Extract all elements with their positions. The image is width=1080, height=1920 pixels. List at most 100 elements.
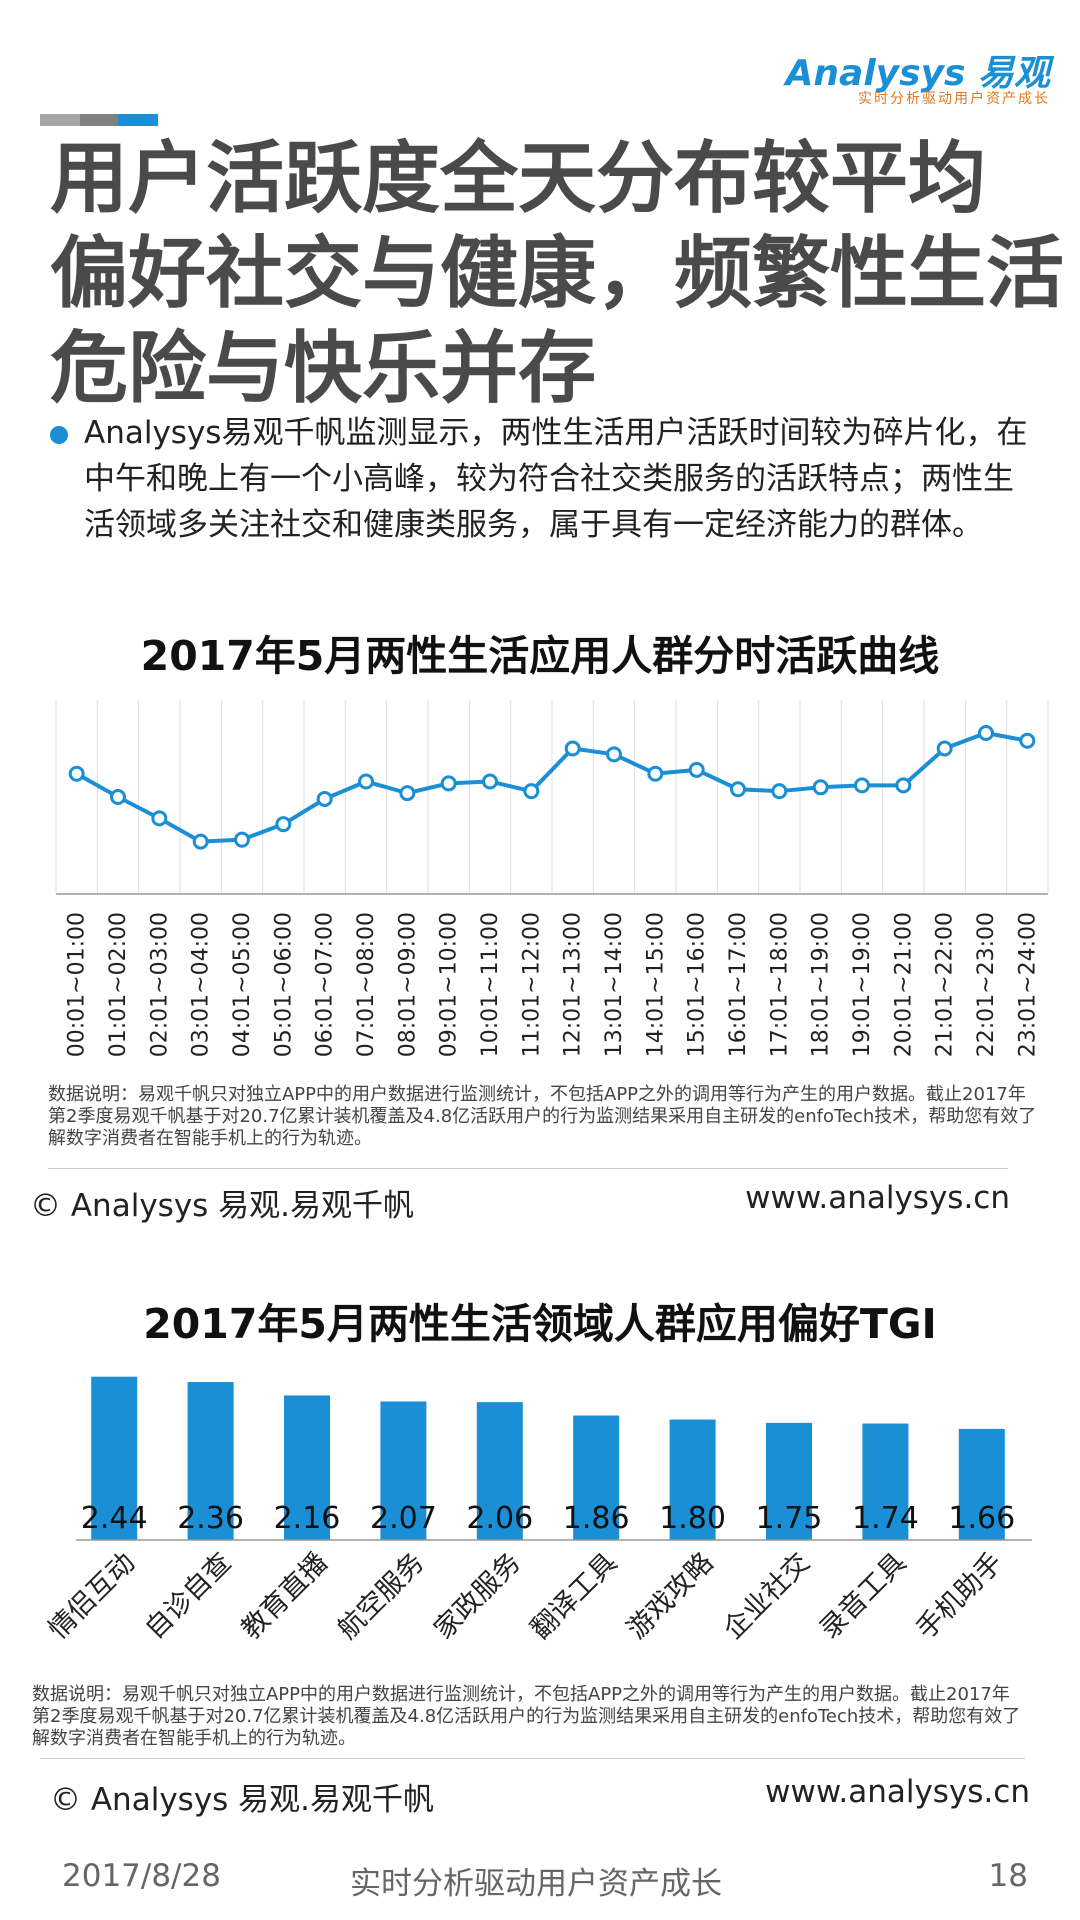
x-tick-label: 06:01~07:00 [313,912,338,1057]
bullet-icon [50,426,68,444]
category-label: 游戏攻略 [621,1547,719,1645]
category-label: 教育直播 [236,1547,334,1645]
data-point [316,790,333,807]
accent-bar-blue [118,114,158,126]
bar-value-label: 1.86 [563,1501,630,1536]
bar-value-label: 2.07 [370,1501,437,1536]
bar-chart: 2.44 情侣互动 2.36 自诊自查 2.16 教育直播 2.07 航空服务 2.06 家政服务… [43,1376,1032,1645]
x-tick-label: 03:01~04:00 [189,912,214,1057]
data-point [68,765,85,782]
data-point [523,783,540,800]
chart2-data-note: 数据说明：易观千帆只对独立APP中的用户数据进行监测统计，不包括APP之外的调用… [32,1684,1021,1749]
title-accent-bars [40,114,158,126]
category-label: 自诊自查 [139,1547,237,1645]
category-label: 企业社交 [718,1547,816,1645]
data-point [936,740,953,757]
data-point [440,775,457,792]
bar-value-label: 2.36 [177,1501,244,1536]
x-tick-label: 09:01~10:00 [437,912,462,1057]
category-label: 手机助手 [910,1547,1008,1645]
data-point [812,779,829,796]
accent-bar-light [40,114,80,126]
data-point [771,783,788,800]
data-point [688,761,705,778]
tgi-bar [187,1382,234,1540]
tgi-bar [91,1376,138,1540]
copyright-left-1: © Analysys 易观.易观千帆 [30,1188,415,1224]
data-point [234,831,250,848]
category-label: 航空服务 [332,1547,430,1645]
bar-chart-title: 2017年5月两性生活领域人群应用偏好TGI [143,1300,937,1348]
data-point [978,724,994,741]
x-tick-label: 12:01~13:00 [561,912,586,1057]
category-label: 情侣互动 [43,1547,141,1645]
data-point [730,781,746,798]
x-tick-label: 19:01~19:00 [850,912,875,1057]
x-tick-label: 23:01~24:00 [1015,912,1040,1057]
data-point [1019,732,1036,749]
data-point [192,833,209,850]
copyright-left-2: © Analysys 易观.易观千帆 [50,1782,435,1818]
x-tick-label: 08:01~09:00 [395,912,420,1057]
bar-value-label: 1.80 [659,1501,726,1536]
footer-date: 2017/8/28 [62,1858,221,1894]
title-line-2: 偏好社交与健康，频繁性生活 [50,229,1065,319]
category-label: 家政服务 [428,1547,526,1645]
x-tick-label: 11:01~12:00 [519,912,544,1057]
x-tick-label: 00:01~01:00 [65,912,90,1057]
data-point [151,810,168,827]
separator-2 [40,1758,1025,1759]
x-tick-label: 16:01~17:00 [726,912,751,1057]
x-tick-label: 07:01~08:00 [354,912,379,1057]
x-tick-label: 04:01~05:00 [230,912,255,1057]
data-point [482,773,498,790]
footer-slogan: 实时分析驱动用户资产成长 [350,1866,722,1902]
data-point [564,740,581,757]
data-point [895,777,912,794]
x-tick-label: 20:01~21:00 [891,912,916,1057]
bar-value-label: 2.44 [81,1501,148,1536]
data-point [854,777,870,794]
category-label: 录音工具 [814,1547,912,1645]
x-tick-label: 18:01~19:00 [809,912,834,1057]
logo-text: Analysys 易观 [785,53,1050,94]
x-tick-label: 22:01~23:00 [974,912,999,1057]
line-chart-title: 2017年5月两性生活应用人群分时活跃曲线 [140,632,940,680]
title-line-3: 危险与快乐并存 [50,324,597,414]
tgi-bar [766,1422,812,1540]
tgi-bar [380,1401,427,1540]
title-line-1: 用户活跃度全天分布较平均 [50,134,987,224]
tgi-bar [573,1415,620,1540]
tgi-bar [284,1395,330,1540]
data-point [647,765,664,782]
intro-text: Analysys易观千帆监测显示，两性生活用户活跃时间较为碎片化，在中午和晚上有… [84,415,1028,543]
accent-bar-dark [80,114,118,126]
tgi-bar [476,1402,523,1540]
page-number: 18 [988,1858,1028,1894]
tgi-bar [669,1419,716,1540]
website-link-2[interactable]: www.analysys.cn [765,1774,1030,1810]
page-title: 用户活跃度全天分布较平均 偏好社交与健康，频繁性生活 危险与快乐并存 [50,132,1065,417]
bar-value-label: 1.74 [852,1501,919,1536]
tgi-bar [862,1423,909,1540]
separator-1 [48,1168,1008,1169]
bar-value-label: 2.16 [274,1501,341,1536]
bar-value-label: 1.66 [948,1501,1015,1536]
bar-value-label: 1.75 [756,1501,823,1536]
bar-value-label: 2.06 [466,1501,533,1536]
x-tick-label: 13:01~14:00 [602,912,627,1057]
tgi-bar [958,1428,1005,1540]
brand-logo: Analysys 易观 实时分析驱动用户资产成长 [786,44,1050,114]
x-tick-label: 05:01~06:00 [271,912,296,1057]
data-point [358,773,374,790]
data-point [275,816,292,833]
data-point [606,746,622,763]
x-tick-label: 21:01~22:00 [933,912,958,1057]
website-link-1[interactable]: www.analysys.cn [745,1180,1010,1216]
data-point [110,789,126,805]
x-tick-label: 01:01~02:00 [106,912,131,1057]
line-chart: 00:01~01:00 01:01~02:00 02:01~03:00 03:01~0… [55,700,1049,1057]
data-point [399,785,416,802]
x-tick-label: 14:01~15:00 [643,912,668,1057]
logo-tagline: 实时分析驱动用户资产成长 [858,91,1050,107]
